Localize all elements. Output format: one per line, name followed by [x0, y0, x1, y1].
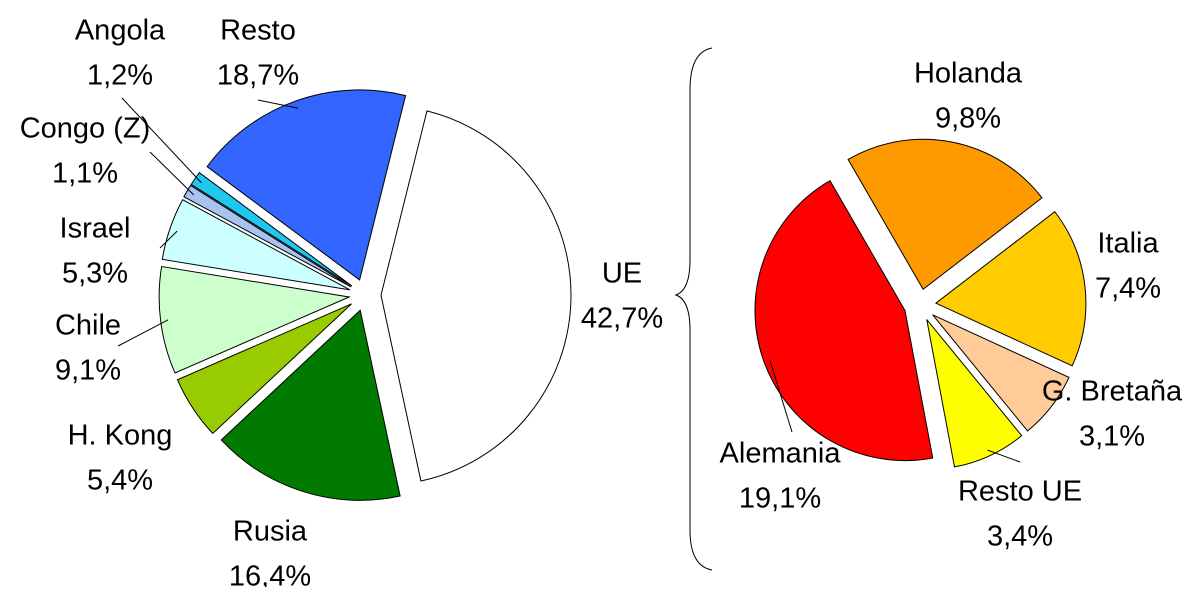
value-label: 42,7%: [581, 303, 663, 335]
leader-line: [149, 151, 195, 196]
slice-label: Alemania: [720, 438, 842, 470]
slice-label: UE: [602, 258, 642, 290]
value-label: 7,4%: [1095, 273, 1161, 305]
slice-label: G. Bretaña: [1042, 376, 1183, 408]
value-label: 9,1%: [55, 355, 121, 387]
value-label: 5,4%: [87, 465, 153, 497]
value-label: 9,8%: [935, 103, 1001, 135]
slice-label: Resto UE: [958, 476, 1082, 508]
slice-label: Chile: [55, 310, 121, 342]
slice-label: H. Kong: [68, 420, 173, 452]
slice-label: Angola: [75, 15, 166, 47]
pie-slice: [380, 110, 572, 482]
pie-slice: [176, 303, 352, 435]
leader-line: [257, 99, 299, 109]
slice-label: Rusia: [233, 516, 308, 548]
value-label: 19,1%: [739, 483, 821, 515]
pie-slice: [847, 138, 1043, 291]
slice-label: Resto: [220, 15, 296, 47]
leader-line: [769, 360, 793, 433]
leader-line: [117, 319, 169, 347]
slice-label: Italia: [1097, 228, 1159, 260]
pie-slice: [932, 314, 1070, 432]
leader-line: [159, 230, 178, 249]
value-label: 5,3%: [62, 258, 128, 290]
pie-slice: [926, 319, 1023, 468]
leader-line: [987, 449, 1021, 463]
slice-label: Holanda: [914, 58, 1023, 90]
value-label: 18,7%: [217, 60, 299, 92]
value-label: 1,2%: [87, 60, 153, 92]
slice-label: Israel: [60, 213, 131, 245]
value-label: 16,4%: [229, 561, 311, 587]
pie-slice: [934, 211, 1087, 367]
brace: [674, 47, 713, 571]
slice-label: Congo (Z): [20, 113, 151, 145]
value-label: 1,1%: [52, 158, 118, 190]
value-label: 3,4%: [987, 521, 1053, 553]
value-label: 3,1%: [1079, 421, 1145, 453]
pie-slice: [158, 265, 351, 374]
pie-slice: [183, 184, 352, 288]
pie-slice: [206, 89, 407, 281]
leader-line: [121, 97, 202, 184]
pie-slice: [754, 179, 934, 462]
pie-slice: [161, 199, 351, 291]
pie-slice: [220, 309, 401, 501]
pie-slice: [190, 171, 353, 287]
